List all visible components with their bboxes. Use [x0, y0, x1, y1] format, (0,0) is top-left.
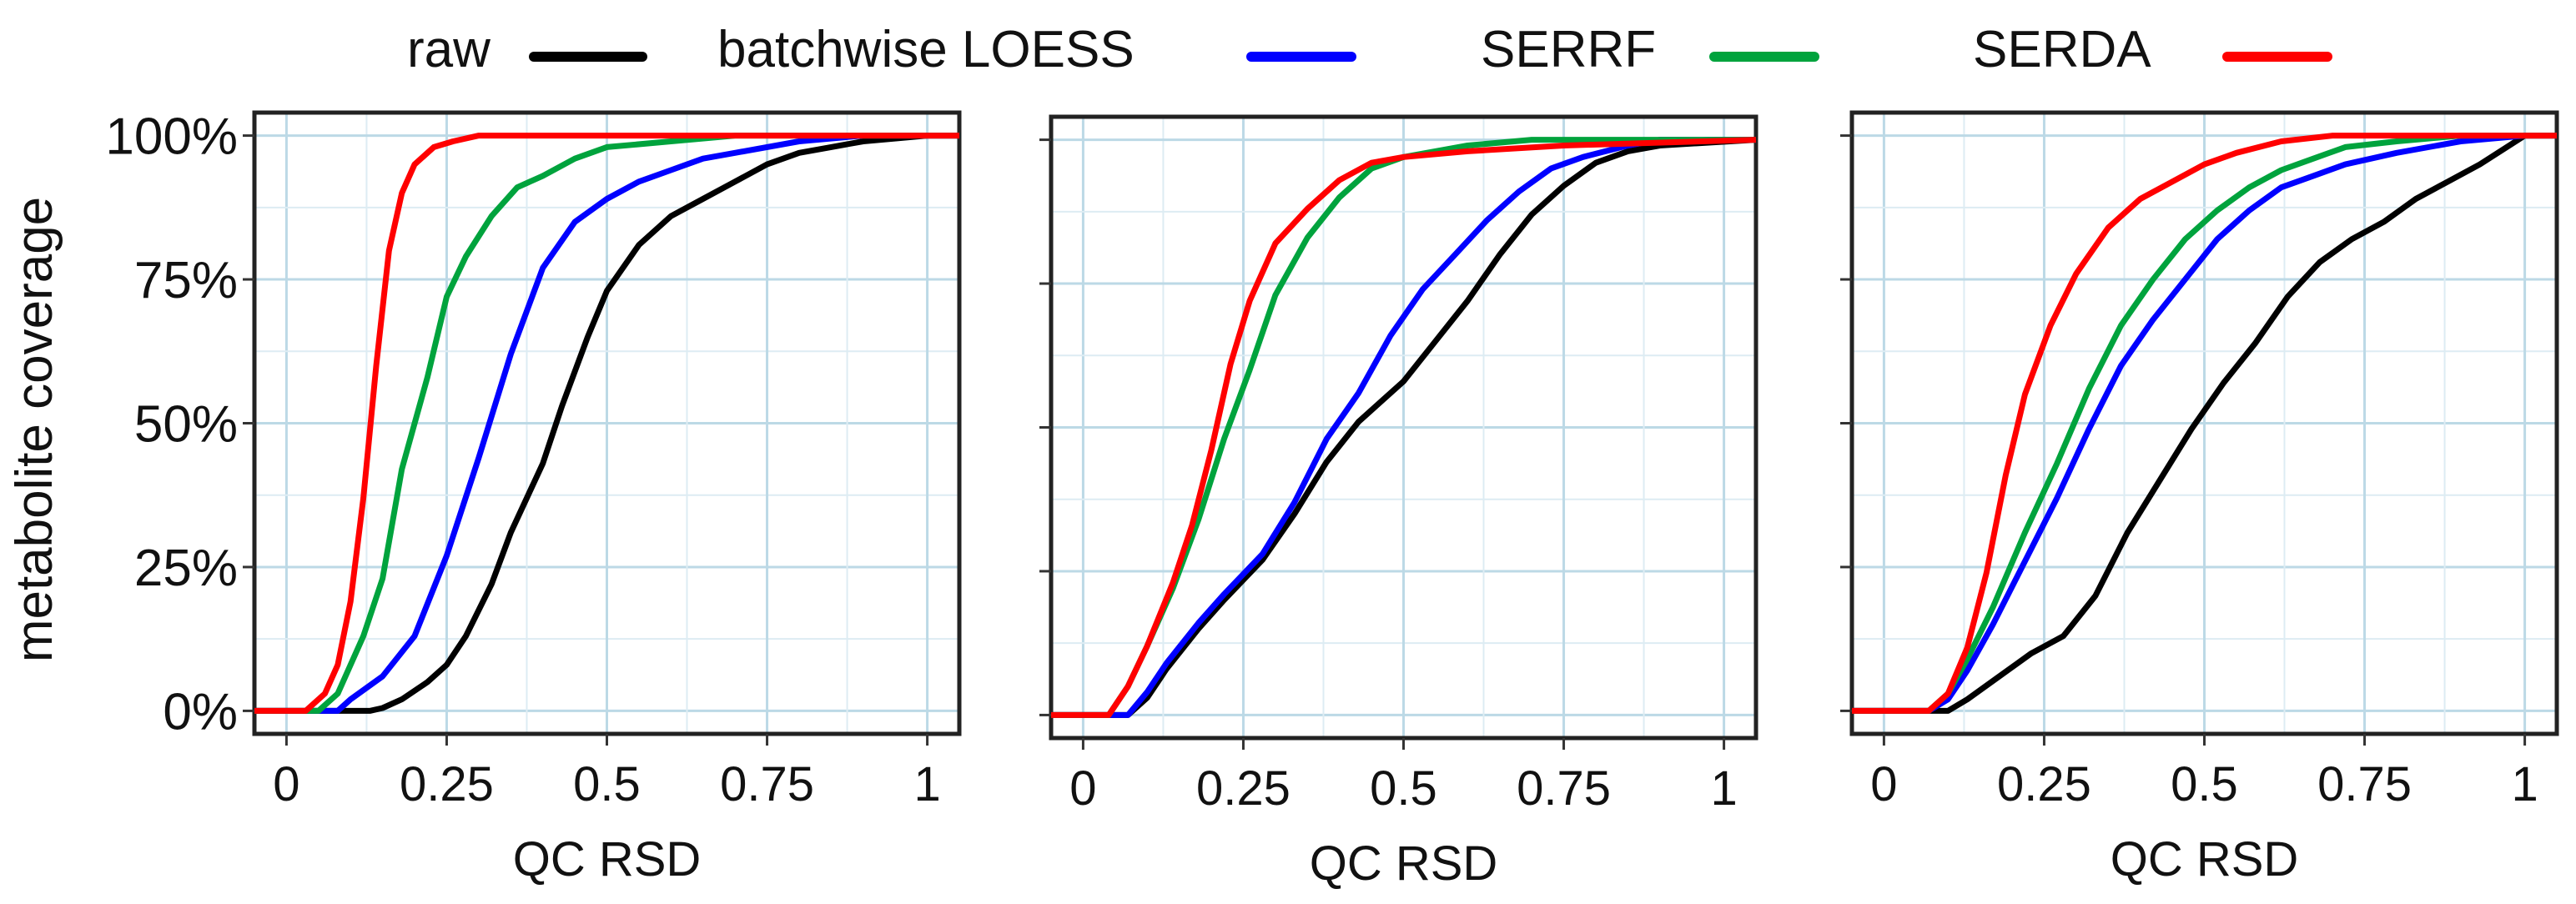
y-tick-label: 100% — [105, 108, 238, 166]
x-tick-label: 0.75 — [2317, 757, 2412, 811]
x-ticks-panel-3: 0 0.25 0.5 0.75 1 — [1870, 734, 2538, 811]
x-axis-title-panel-1: QC RSD — [513, 832, 702, 886]
chart-panel-1: 0% 25% 50% 75% 100% 0 0.25 0.5 0.75 1 QC RSD — [105, 108, 962, 886]
legend: raw batchwise LOESS SERRF SERDA — [407, 21, 2332, 78]
legend-item-batchwise-loess: batchwise LOESS — [717, 21, 1356, 78]
x-tick-label: 0.5 — [1370, 761, 1437, 816]
series-line-serda — [1051, 137, 1757, 718]
y-tick-label: 75% — [134, 252, 238, 309]
series-line-serda — [1852, 133, 2557, 714]
y-tick-label: 50% — [134, 396, 238, 454]
y-ticks-panel-1: 0% 25% 50% 75% 100% — [105, 108, 254, 741]
legend-label-serrf: SERRF — [1481, 21, 1656, 78]
series-line-batchwise-loess — [1852, 133, 2557, 714]
grid-panel-3 — [1852, 113, 2557, 734]
x-tick-label: 0 — [1069, 761, 1096, 816]
y-tick-label: 0% — [163, 683, 238, 741]
series-panel-1 — [254, 133, 959, 714]
x-axis-title-panel-3: QC RSD — [2111, 832, 2299, 886]
chart-panel-2: 0 0.25 0.5 0.75 1 QC RSD — [1039, 114, 1758, 891]
chart-panel-3: 0 0.25 0.5 0.75 1 QC RSD — [1840, 110, 2559, 886]
series-line-batchwise-loess — [1051, 137, 1756, 718]
y-ticks-panel-2 — [1039, 138, 1051, 716]
x-tick-label: 1 — [1710, 761, 1737, 816]
series-line-raw — [254, 133, 959, 714]
y-axis-title: metabolite coverage — [6, 197, 63, 662]
legend-item-serda: SERDA — [1973, 21, 2332, 78]
x-tick-label: 0.5 — [573, 757, 641, 811]
legend-label-batchwise-loess: batchwise LOESS — [717, 21, 1135, 78]
series-line-serrf — [1852, 133, 2557, 714]
x-tick-label: 0 — [1870, 757, 1897, 811]
y-ticks-panel-3 — [1840, 134, 1852, 712]
series-line-serda — [254, 133, 959, 714]
series-line-serrf — [254, 133, 959, 714]
series-panel-3 — [1852, 133, 2557, 714]
series-line-batchwise-loess — [254, 133, 959, 714]
x-tick-label: 0.25 — [400, 757, 494, 811]
x-tick-label: 0.25 — [1196, 761, 1291, 816]
x-tick-label: 0.25 — [1997, 757, 2091, 811]
series-panel-2 — [1051, 137, 1757, 718]
series-line-raw — [1852, 133, 2557, 714]
x-tick-label: 0.75 — [1517, 761, 1611, 816]
x-ticks-panel-2: 0 0.25 0.5 0.75 1 — [1069, 738, 1738, 816]
legend-label-serda: SERDA — [1973, 21, 2151, 78]
x-tick-label: 1 — [2511, 757, 2538, 811]
y-tick-label: 25% — [134, 540, 238, 597]
x-tick-label: 1 — [913, 757, 940, 811]
x-tick-label: 0.5 — [2171, 757, 2238, 811]
legend-label-raw: raw — [407, 21, 491, 78]
x-tick-label: 0.75 — [720, 757, 814, 811]
x-ticks-panel-1: 0 0.25 0.5 0.75 1 — [273, 734, 941, 811]
legend-item-serrf: SERRF — [1481, 21, 1819, 78]
grid-panel-2 — [1051, 117, 1756, 738]
x-tick-label: 0 — [273, 757, 299, 811]
series-line-raw — [1051, 137, 1757, 718]
x-axis-title-panel-2: QC RSD — [1310, 836, 1498, 891]
legend-item-raw: raw — [407, 21, 647, 78]
